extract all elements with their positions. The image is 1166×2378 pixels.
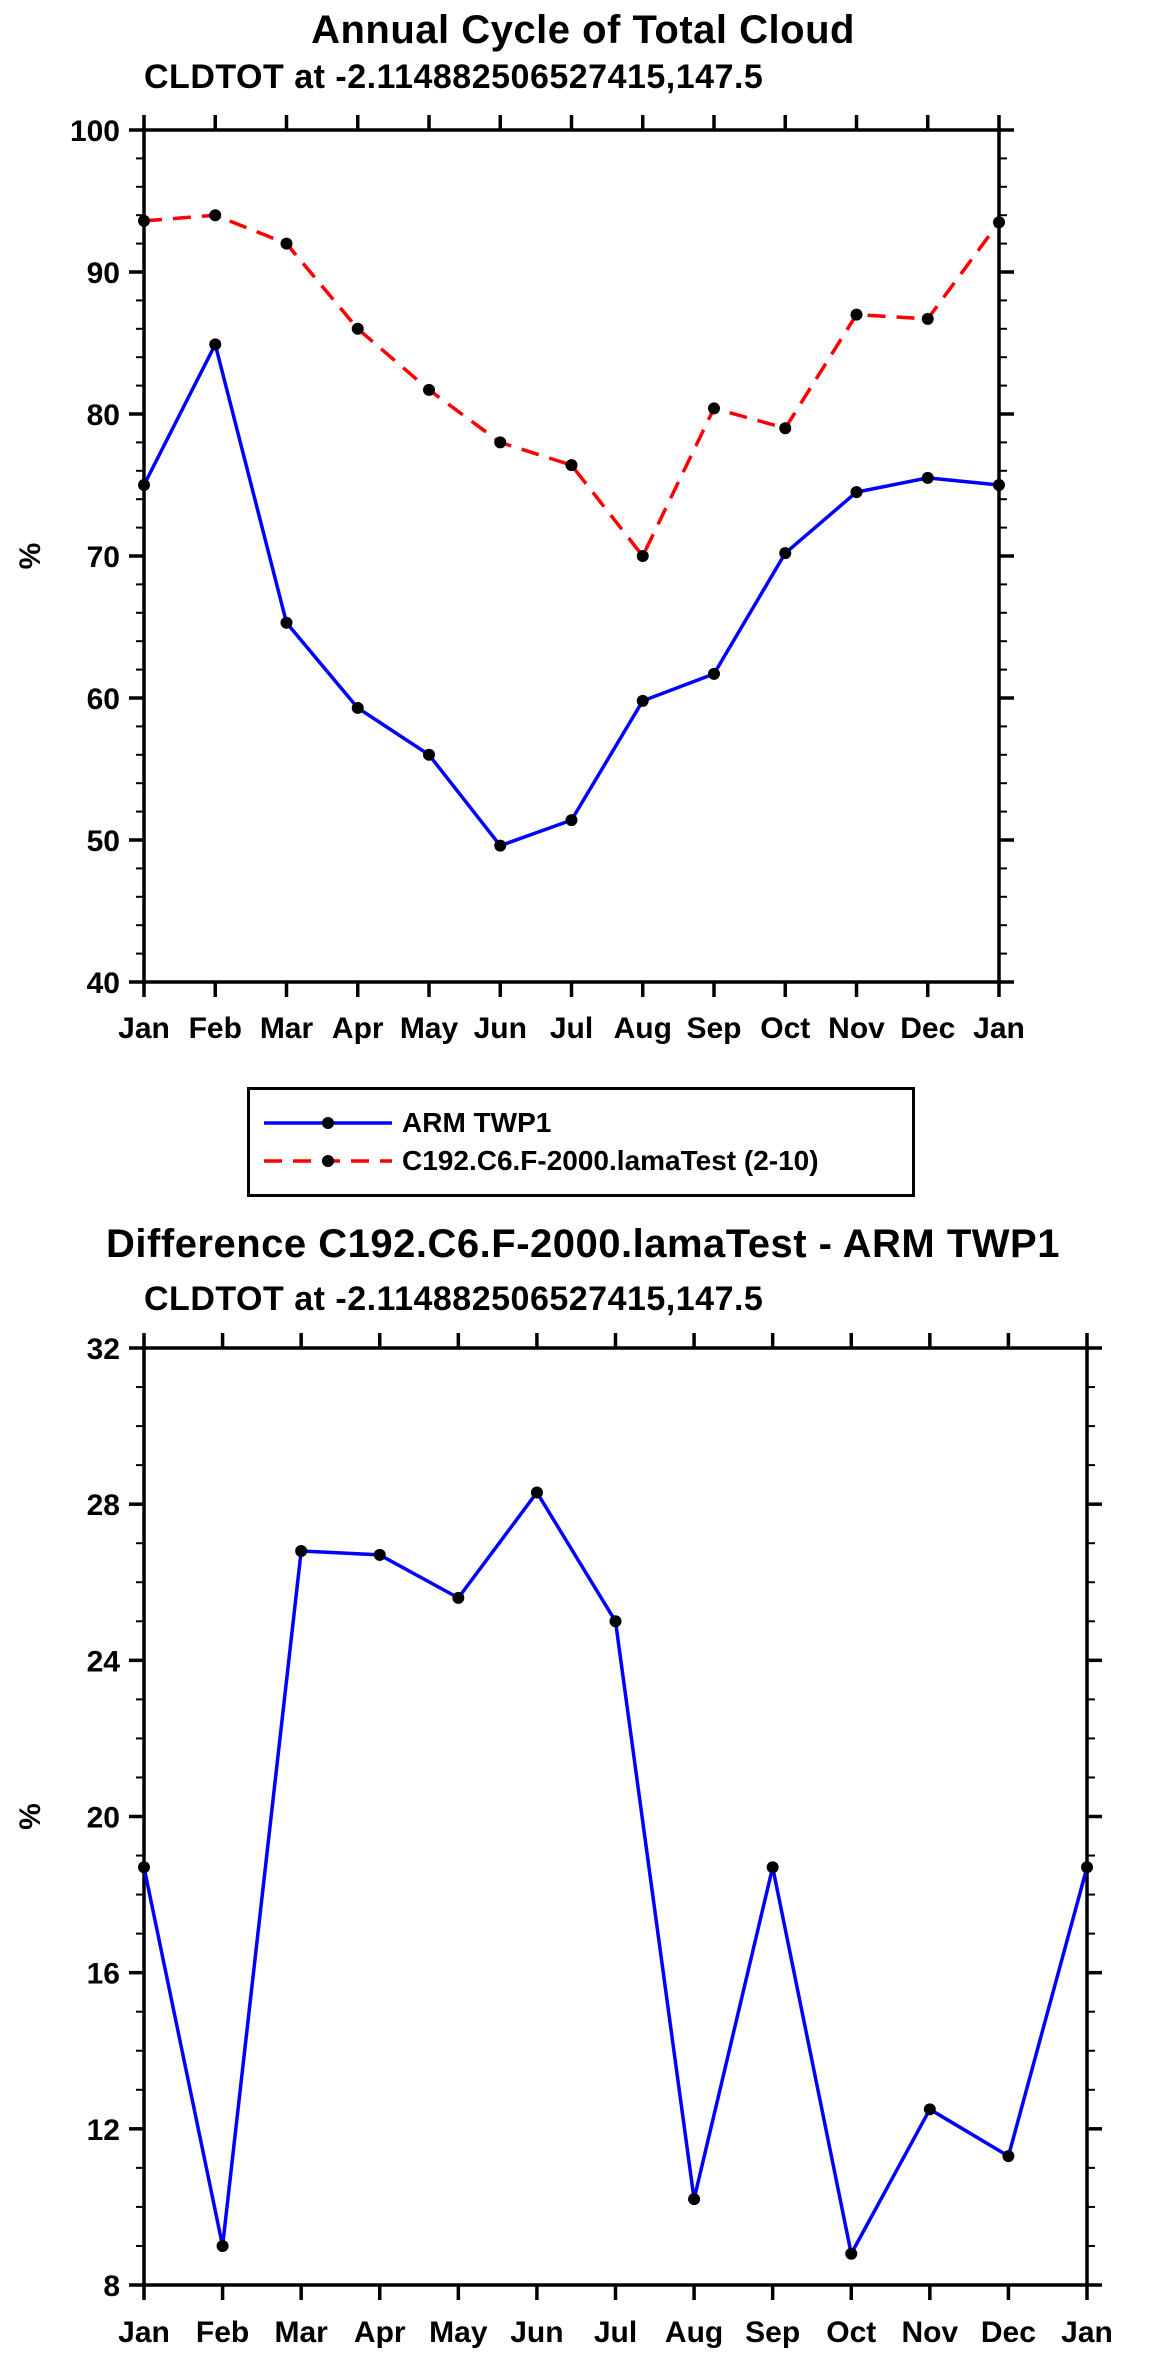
legend-label-arm-twp1: ARM TWP1 [402, 1107, 552, 1138]
svg-text:Apr: Apr [354, 2316, 406, 2349]
svg-text:Nov: Nov [828, 1012, 885, 1045]
svg-text:40: 40 [87, 967, 120, 1000]
svg-text:80: 80 [87, 399, 120, 432]
svg-text:Jul: Jul [550, 1012, 593, 1045]
svg-text:28: 28 [87, 1489, 120, 1522]
svg-text:Mar: Mar [274, 2316, 328, 2349]
legend-red-dashed-line-sample [264, 1155, 392, 1167]
legend-item-model: C192.C6.F-2000.lamaTest (2-10) [262, 1144, 912, 1178]
svg-text:90: 90 [87, 257, 120, 290]
chart2-subtitle: CLDTOT at -2.114882506527415,147.5 [144, 1280, 764, 1318]
svg-text:%: % [14, 543, 47, 570]
chart1-title: Annual Cycle of Total Cloud [311, 8, 855, 52]
svg-text:16: 16 [87, 1958, 120, 1991]
svg-text:20: 20 [87, 1802, 120, 1835]
svg-text:Jun: Jun [510, 2316, 563, 2349]
chart2-title: Difference C192.C6.F-2000.lamaTest - ARM… [106, 1222, 1060, 1266]
svg-text:24: 24 [87, 1645, 121, 1678]
svg-text:May: May [400, 1012, 459, 1045]
svg-text:Sep: Sep [686, 1012, 741, 1045]
svg-text:Oct: Oct [760, 1012, 810, 1045]
svg-text:Nov: Nov [901, 2316, 958, 2349]
svg-text:Jun: Jun [474, 1012, 527, 1045]
annual-cycle-plot: 40 50 60 70 80 90 100 Jan Feb Mar Apr May Jun Jul Aug S… [14, 115, 1025, 1045]
svg-text:100: 100 [70, 115, 120, 148]
svg-text:50: 50 [87, 825, 120, 858]
legend-label-model: C192.C6.F-2000.lamaTest (2-10) [402, 1145, 819, 1176]
svg-text:12: 12 [87, 2114, 120, 2147]
svg-text:Feb: Feb [189, 1012, 242, 1045]
svg-text:May: May [429, 2316, 488, 2349]
svg-text:Jan: Jan [973, 1012, 1025, 1045]
svg-text:%: % [14, 1803, 47, 1830]
legend-item-arm-twp1: ARM TWP1 [262, 1106, 912, 1140]
svg-text:Aug: Aug [614, 1012, 672, 1045]
svg-text:Jan: Jan [1061, 2316, 1113, 2349]
svg-text:Dec: Dec [900, 1012, 955, 1045]
svg-text:70: 70 [87, 541, 120, 574]
legend: ARM TWP1 C192.C6.F-2000.lamaTest (2-10) [247, 1087, 915, 1197]
svg-text:Dec: Dec [981, 2316, 1036, 2349]
svg-text:Oct: Oct [826, 2316, 876, 2349]
svg-text:Aug: Aug [665, 2316, 723, 2349]
svg-text:Mar: Mar [260, 1012, 314, 1045]
svg-text:Jan: Jan [118, 1012, 170, 1045]
svg-text:60: 60 [87, 683, 120, 716]
svg-text:Apr: Apr [332, 1012, 384, 1045]
svg-text:Feb: Feb [196, 2316, 249, 2349]
legend-blue-line-sample [264, 1117, 392, 1129]
chart1-subtitle: CLDTOT at -2.114882506527415,147.5 [144, 58, 764, 96]
svg-text:Jul: Jul [594, 2316, 637, 2349]
svg-text:Jan: Jan [118, 2316, 170, 2349]
svg-text:Sep: Sep [745, 2316, 800, 2349]
difference-plot: 8 12 16 20 24 28 32 Jan Feb Mar Apr May Jun Jul Aug Sep… [14, 1333, 1113, 2349]
svg-text:8: 8 [103, 2270, 120, 2303]
svg-text:32: 32 [87, 1333, 120, 1366]
